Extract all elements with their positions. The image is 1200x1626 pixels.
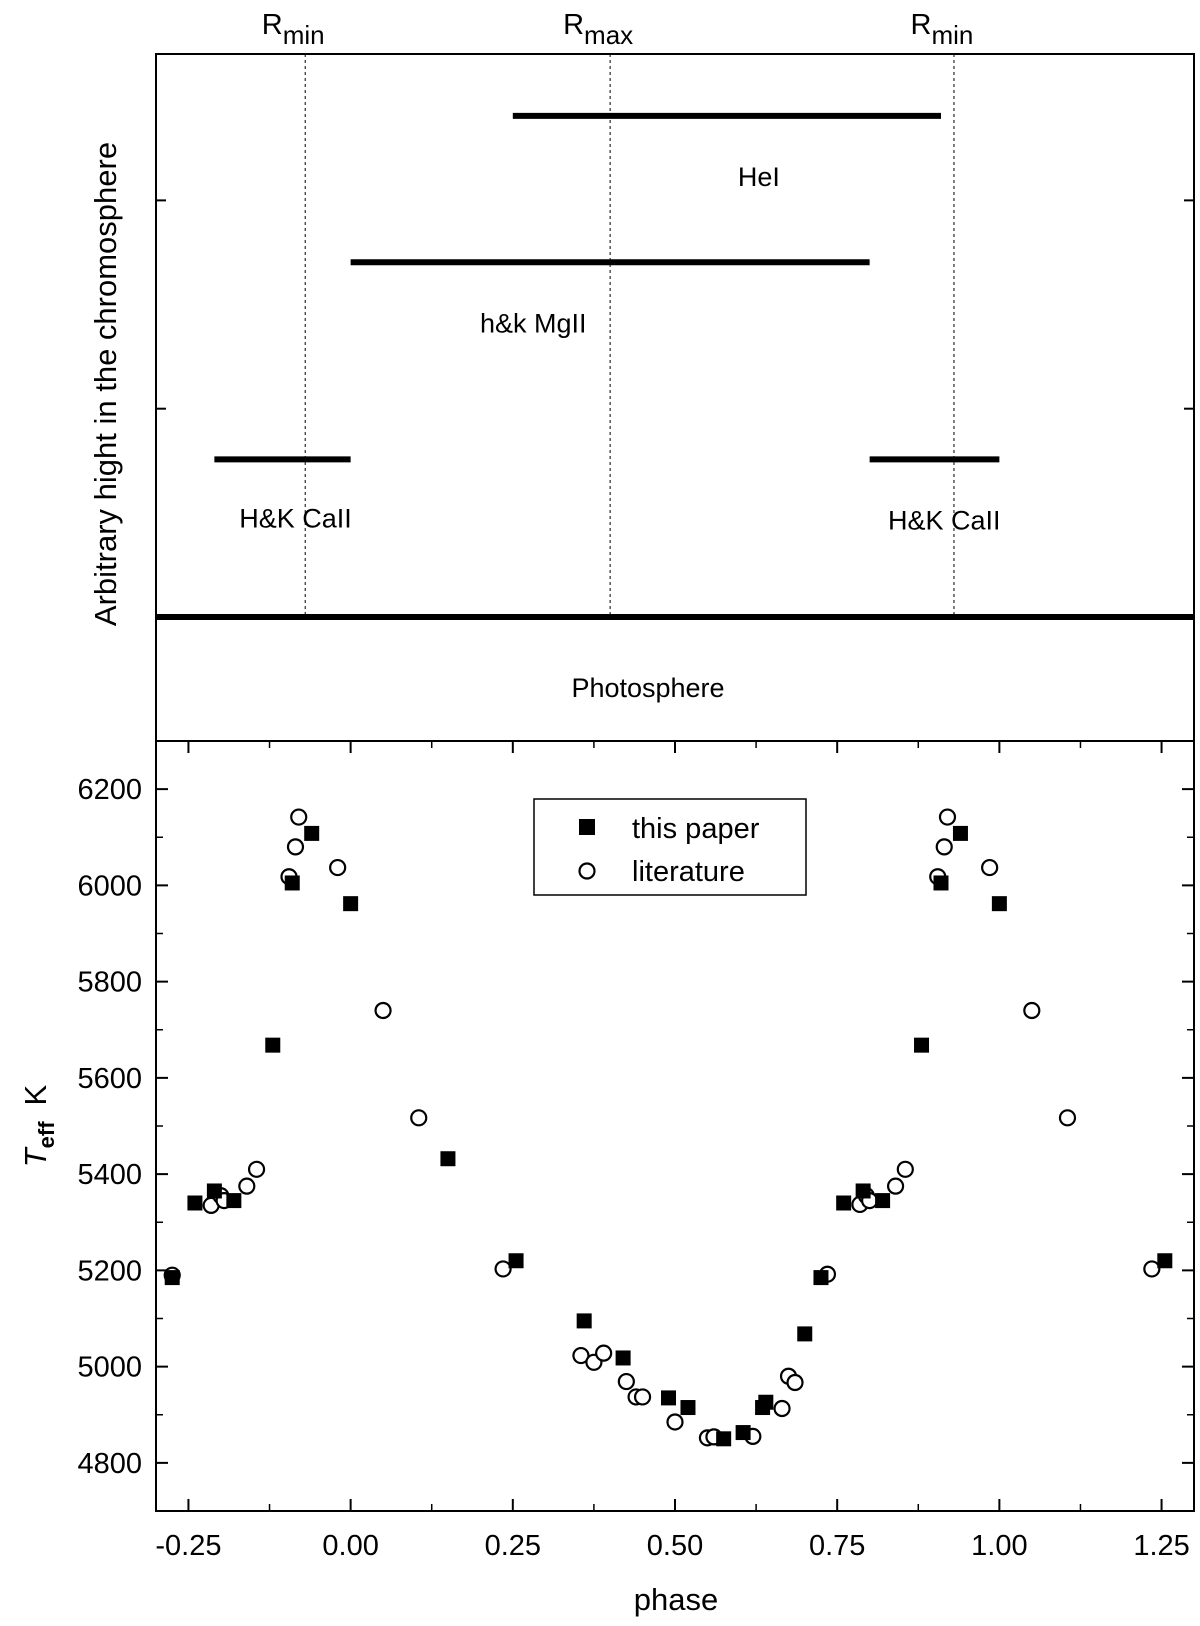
x-tick-label: 0.00 <box>322 1530 378 1562</box>
phase-markers: Rmin Rmax Rmin <box>262 9 974 617</box>
x-tick-labels: -0.25 0.00 0.25 0.50 0.75 1.00 1.25 <box>155 1530 1189 1562</box>
data-point-literature <box>595 1344 613 1362</box>
data-point-literature <box>286 838 305 856</box>
data-point-this-paper <box>735 1425 751 1441</box>
data-point-this-paper <box>952 825 968 841</box>
data-point-literature <box>290 808 308 826</box>
data-point-this-paper <box>716 1431 732 1447</box>
data-point-literature <box>494 1260 512 1278</box>
top-panel-frame <box>155 53 1195 742</box>
data-point-this-paper <box>855 1183 871 1199</box>
marker-label-rmin: Rmin <box>262 9 325 50</box>
band-label: h&k MgII <box>480 308 587 338</box>
legend-marker-this-paper <box>579 819 595 835</box>
data-point-literature <box>935 838 953 856</box>
data-point-this-paper <box>661 1390 677 1406</box>
data-point-literature <box>786 1373 804 1392</box>
marker-label-rmax: Rmax <box>563 9 633 50</box>
photosphere-label: Photosphere <box>571 673 724 703</box>
y-axis-title-sub: eff <box>34 1121 59 1149</box>
data-point-this-paper <box>836 1195 852 1211</box>
data-point-this-paper <box>875 1193 891 1209</box>
line-formation-bands: HeI h&k MgII H&K CaII H&K CaII <box>214 112 1001 535</box>
data-point-this-paper <box>226 1193 242 1209</box>
marker-label-rmin: Rmin <box>911 9 974 50</box>
band-label: H&K CaII <box>239 503 352 533</box>
legend-label-this-paper: this paper <box>632 813 760 845</box>
data-point-this-paper <box>284 875 300 891</box>
series-this-paper <box>164 825 1173 1447</box>
data-point-this-paper <box>343 896 359 912</box>
data-point-literature <box>247 1160 266 1178</box>
data-point-literature <box>633 1388 652 1406</box>
top-y-axis-label: Arbitrary hight in the chromosphere <box>88 142 123 626</box>
data-point-this-paper <box>304 825 320 841</box>
data-point-literature <box>329 858 347 877</box>
chromosphere-panel: Rmin Rmax Rmin HeI h&k MgII H&K CaII H&K CaII… <box>88 9 1195 742</box>
y-tick-labels: 4800 5000 5200 5400 5600 5800 6000 6200 <box>77 774 142 1480</box>
y-axis-title: Teff K <box>18 1084 59 1167</box>
y-tick-label: 5600 <box>77 1063 142 1095</box>
data-point-literature <box>773 1399 791 1418</box>
data-point-literature <box>1143 1260 1161 1278</box>
x-tick-label: 0.25 <box>485 1530 541 1562</box>
legend-label-literature: literature <box>632 856 745 888</box>
x-tick-label: 1.00 <box>971 1530 1027 1562</box>
legend-box <box>533 798 807 896</box>
y-tick-label: 5200 <box>77 1255 142 1287</box>
data-point-this-paper <box>680 1400 696 1416</box>
data-point-literature <box>374 1001 392 1020</box>
x-tick-label: 0.50 <box>647 1530 703 1562</box>
x-tick-label: 1.25 <box>1133 1530 1189 1562</box>
data-point-this-paper <box>933 875 949 891</box>
y-tick-label: 4800 <box>77 1448 142 1480</box>
legend: this paper literature <box>533 798 807 896</box>
data-point-this-paper <box>440 1151 456 1167</box>
y-tick-label: 5800 <box>77 967 142 999</box>
y-tick-label: 6000 <box>77 870 142 902</box>
data-point-literature <box>886 1177 905 1195</box>
data-point-literature <box>666 1413 684 1431</box>
x-tick-label: 0.75 <box>809 1530 865 1562</box>
legend-marker-literature <box>578 862 596 880</box>
data-point-literature <box>896 1160 914 1178</box>
data-point-literature <box>238 1177 256 1195</box>
data-point-literature <box>410 1109 428 1127</box>
data-point-this-paper <box>164 1270 180 1286</box>
data-point-this-paper <box>615 1350 631 1366</box>
data-point-this-paper <box>1157 1253 1173 1269</box>
data-point-this-paper <box>991 896 1007 912</box>
data-point-this-paper <box>813 1270 829 1286</box>
y-axis-title-main: T <box>18 1146 53 1167</box>
series-literature <box>163 808 1161 1447</box>
data-point-literature <box>938 808 957 826</box>
data-point-literature <box>1023 1001 1041 1020</box>
band-label: H&K CaII <box>888 505 1001 535</box>
x-axis-title: phase <box>634 1582 718 1617</box>
data-point-literature <box>572 1346 590 1365</box>
data-point-this-paper <box>508 1253 524 1269</box>
data-point-literature <box>617 1372 635 1391</box>
data-point-this-paper <box>265 1037 281 1053</box>
data-point-this-paper <box>576 1313 592 1329</box>
svg-text:TeffK: Teff K <box>18 1084 59 1167</box>
data-point-this-paper <box>206 1183 222 1199</box>
y-axis-title-unit: K <box>18 1084 53 1105</box>
y-tick-label: 6200 <box>77 774 142 806</box>
top-panel-ticks <box>156 199 1194 410</box>
teff-chart: -0.25 0.00 0.25 0.50 0.75 1.00 1.25 4800 5000 52… <box>18 740 1195 1617</box>
data-point-this-paper <box>758 1394 774 1410</box>
x-tick-label: -0.25 <box>155 1530 221 1562</box>
y-tick-label: 5400 <box>77 1159 142 1191</box>
data-point-literature <box>1058 1109 1077 1127</box>
axis-ticks <box>156 740 1194 1512</box>
y-tick-label: 5000 <box>77 1352 142 1384</box>
data-point-this-paper <box>797 1326 813 1342</box>
data-point-literature <box>981 858 999 877</box>
data-point-this-paper <box>187 1195 203 1211</box>
data-point-this-paper <box>914 1037 930 1053</box>
band-label: HeI <box>738 162 780 192</box>
